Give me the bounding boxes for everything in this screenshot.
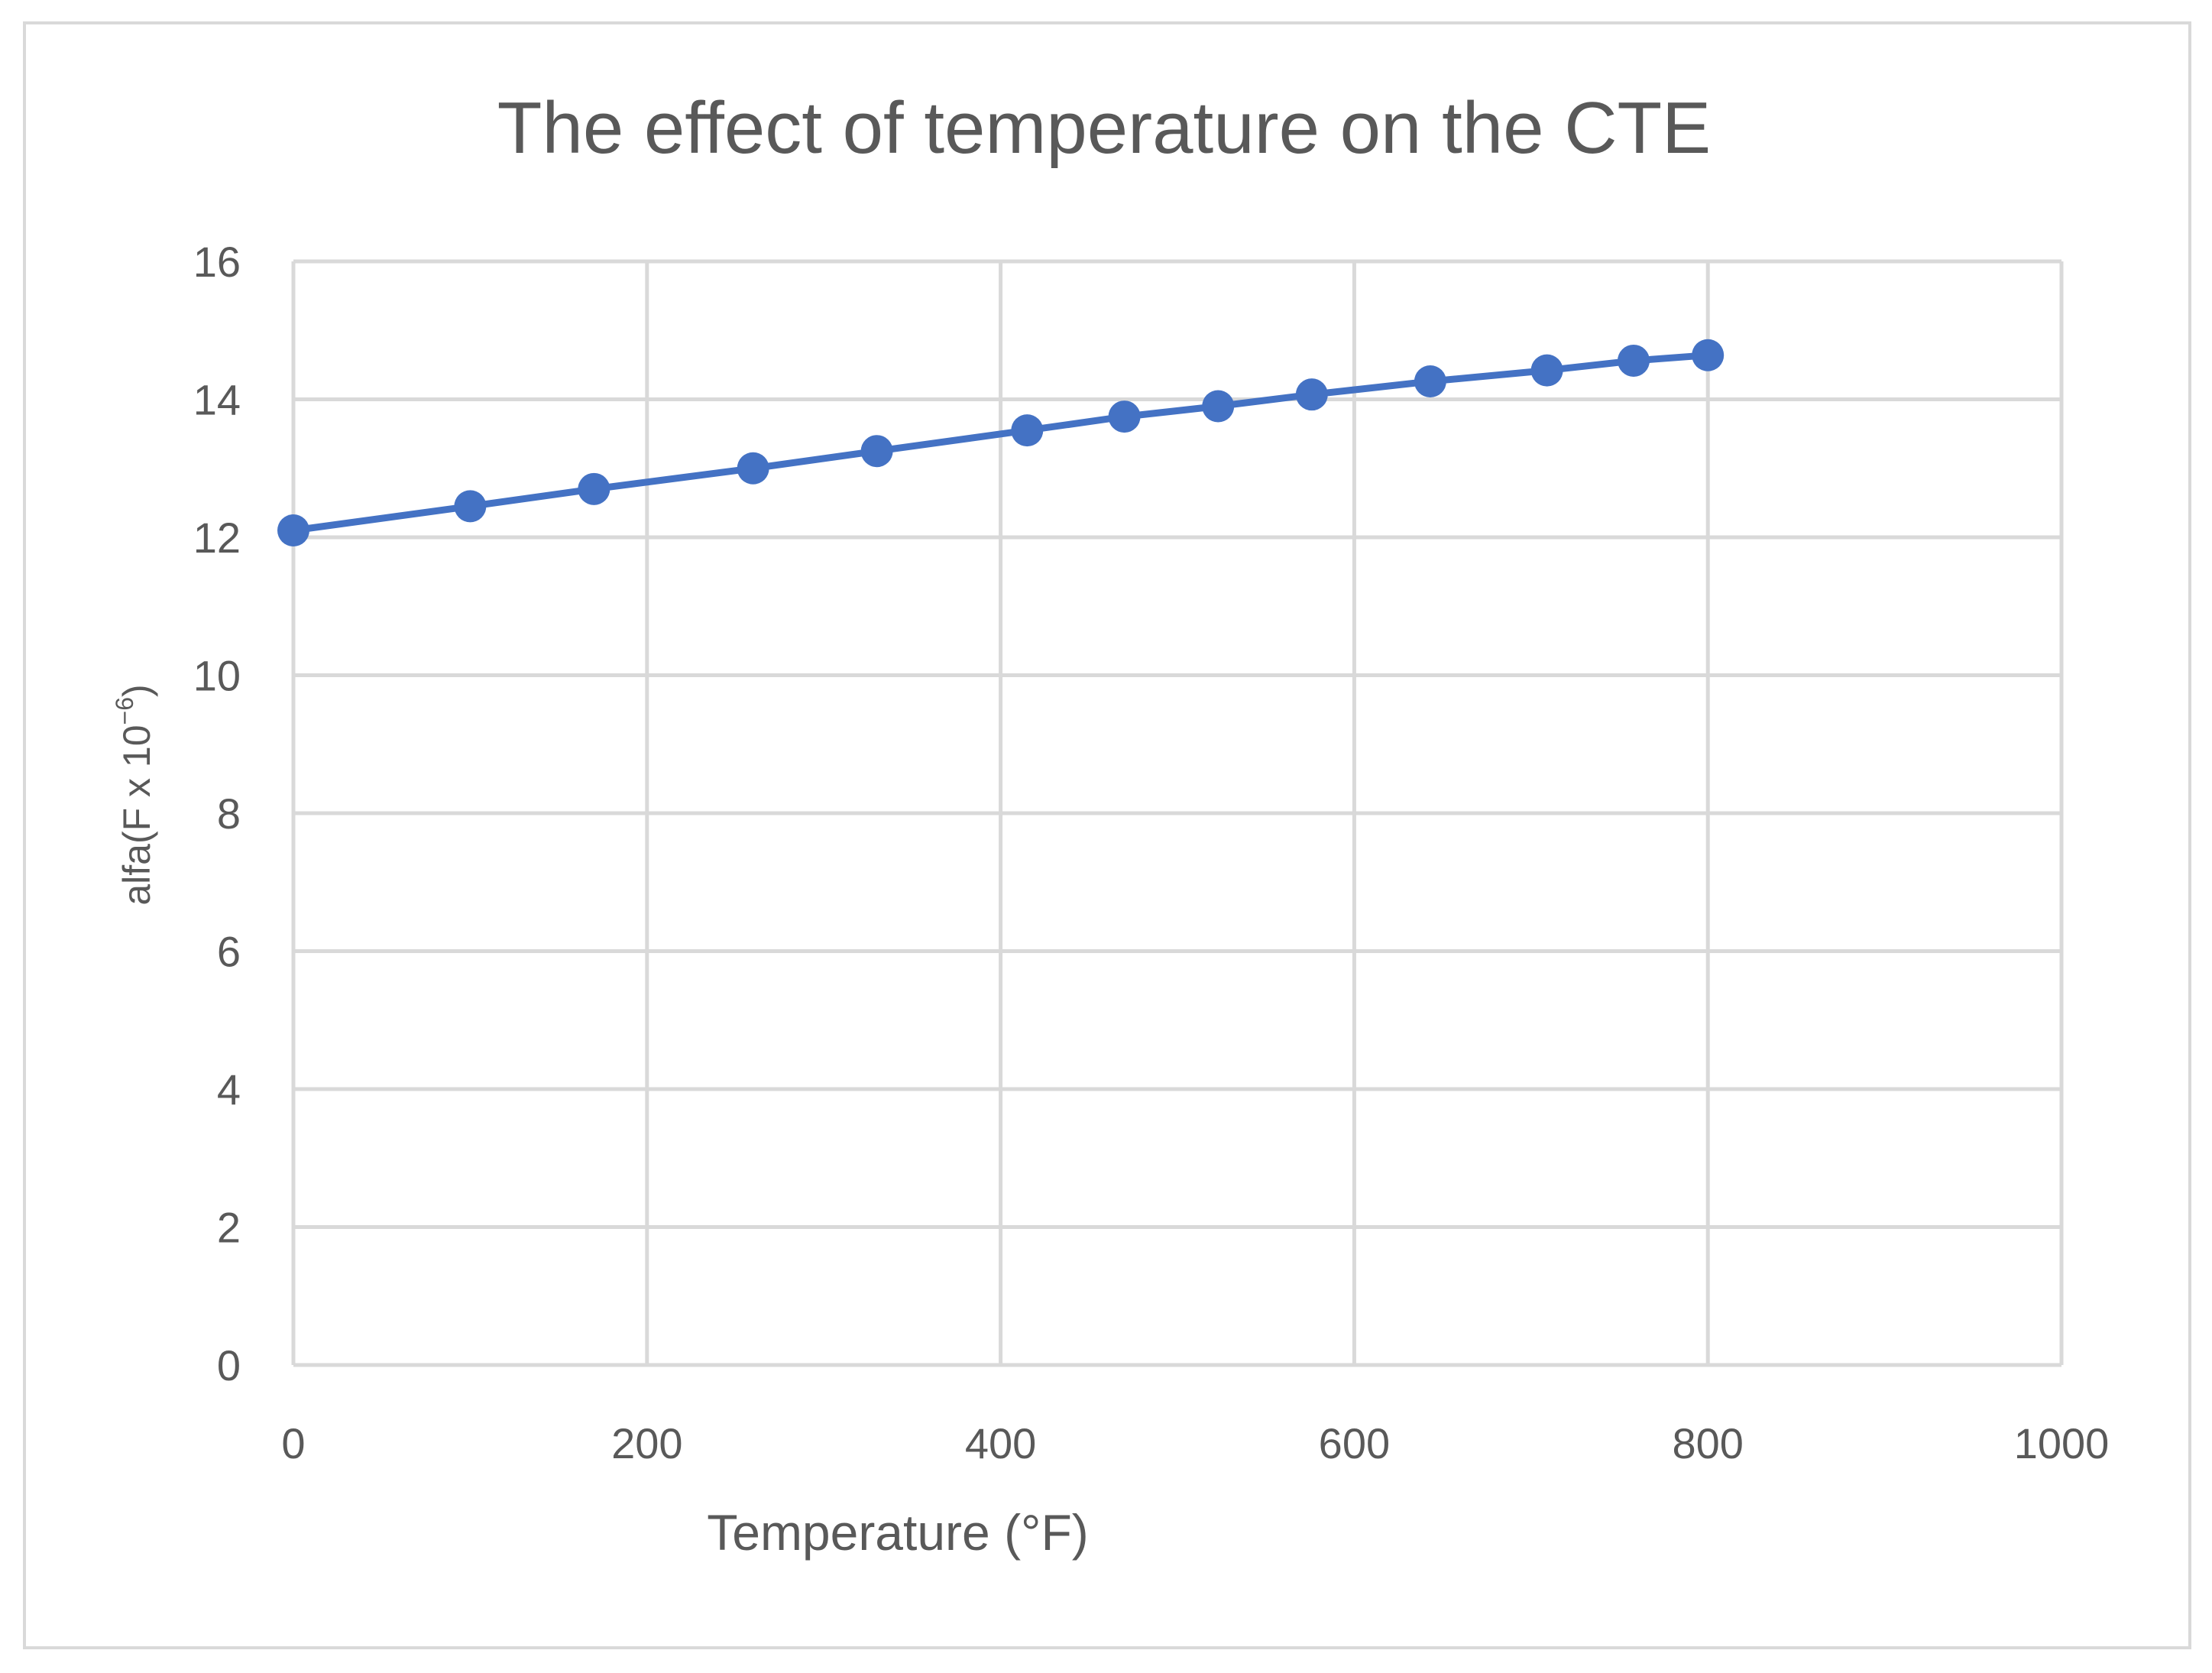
- data-point: [1011, 414, 1044, 447]
- data-point: [1692, 339, 1725, 371]
- data-point: [1108, 400, 1141, 433]
- x-tick-label: 600: [1319, 1419, 1390, 1467]
- x-tick-label: 0: [281, 1419, 305, 1467]
- chart-title: The effect of temperature on the CTE: [497, 87, 1711, 169]
- chart-frame: [23, 21, 2191, 1649]
- y-tick-label: 2: [217, 1204, 241, 1252]
- y-tick-label: 10: [193, 652, 241, 700]
- y-tick-label: 16: [193, 238, 241, 286]
- y-tick-label: 6: [217, 928, 241, 976]
- data-point: [1618, 344, 1650, 377]
- data-point: [1530, 354, 1563, 387]
- data-point: [860, 435, 893, 468]
- label-layer: The effect of temperature on the CTE Tem…: [111, 87, 1711, 1561]
- x-tick-label: 200: [611, 1419, 682, 1467]
- data-point: [578, 472, 610, 505]
- data-point: [1202, 390, 1235, 423]
- y-axis-title-superscript: −6: [111, 697, 138, 725]
- y-tick-label: 4: [217, 1065, 241, 1114]
- y-tick-label: 0: [217, 1341, 241, 1389]
- grid-layer: [291, 259, 2064, 1367]
- data-point: [454, 490, 487, 523]
- data-point: [1414, 365, 1446, 398]
- y-axis-title: alfa(F x 10−6): [111, 684, 158, 905]
- y-tick-label: 14: [193, 376, 241, 424]
- y-tick-label: 12: [193, 514, 241, 562]
- x-axis-title: Temperature (°F): [707, 1504, 1089, 1561]
- x-tick-label: 800: [1672, 1419, 1743, 1467]
- series-layer: [277, 339, 1725, 546]
- data-point: [277, 514, 309, 546]
- data-point: [1295, 378, 1328, 411]
- axis-layer: 0 2 4 6 8 10 12 14 16 0 200 400 600 800 1000: [193, 238, 2110, 1467]
- y-axis-title-suffix: ): [115, 684, 158, 697]
- y-tick-label: 8: [217, 789, 241, 838]
- x-tick-label: 400: [965, 1419, 1036, 1467]
- x-tick-label: 1000: [2014, 1419, 2110, 1467]
- data-point: [737, 452, 769, 485]
- y-axis-title-main: alfa(F x 10: [115, 725, 158, 905]
